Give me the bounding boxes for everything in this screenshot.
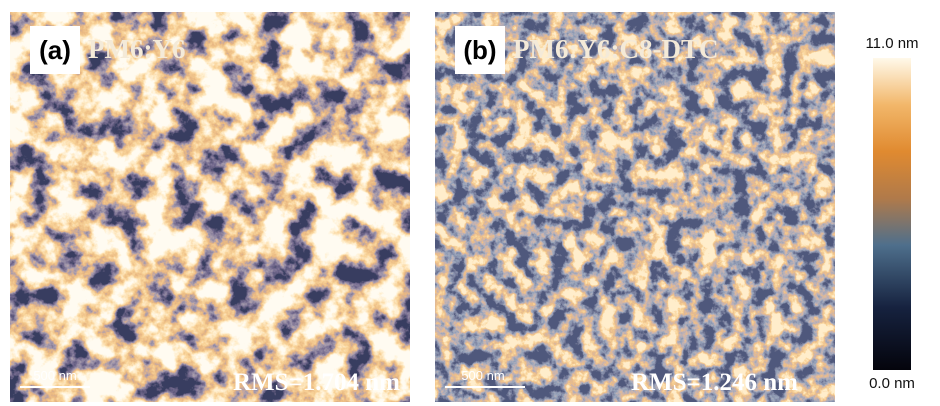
colorbar-max-label: 11.0 nm <box>865 35 918 52</box>
panel-a: (a) PM6:Y6 500 nm RMS=1.704 nm <box>10 12 410 402</box>
scale-bar-label: 500 nm <box>33 368 76 383</box>
colorbar: 11.0 nm 0.0 nm <box>865 35 918 392</box>
panel-title: PM6:Y6:C8-DTC <box>513 34 718 64</box>
panel-b: (b) PM6:Y6:C8-DTC 500 nm RMS=1.246 nm <box>435 12 835 402</box>
rms-label: RMS=1.246 nm <box>631 369 798 396</box>
panel-label: (a) <box>39 35 71 65</box>
panel-label: (b) <box>463 35 496 65</box>
scale-bar-label: 500 nm <box>461 368 504 383</box>
rms-label: RMS=1.704 nm <box>233 369 400 396</box>
colorbar-gradient <box>873 58 911 370</box>
panel-title: PM6:Y6 <box>88 34 185 64</box>
figure: (a) PM6:Y6 500 nm RMS=1.704 nm (b) PM6:Y… <box>0 0 940 406</box>
colorbar-min-label: 0.0 nm <box>869 375 915 392</box>
